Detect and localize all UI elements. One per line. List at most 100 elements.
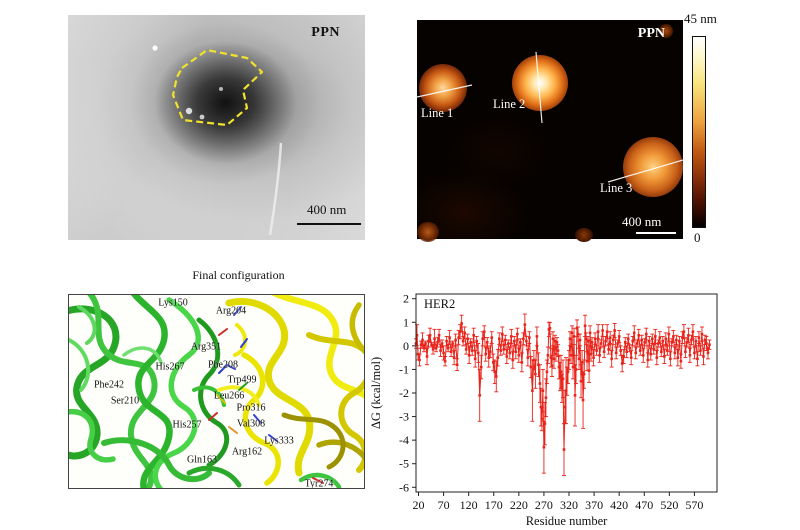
data-marker: [525, 339, 528, 343]
data-marker: [643, 341, 647, 344]
data-marker: [595, 349, 598, 352]
y-tick-label: -3: [399, 410, 409, 424]
data-marker: [448, 336, 451, 339]
data-marker: [565, 379, 569, 383]
data-marker: [702, 355, 705, 358]
data-marker: [613, 329, 616, 332]
data-marker: [443, 359, 447, 363]
data-marker: [434, 346, 438, 350]
data-marker: [427, 339, 430, 343]
data-marker: [579, 379, 583, 383]
y-tick-label: -6: [399, 480, 409, 494]
data-marker: [526, 356, 530, 359]
data-marker: [470, 349, 474, 352]
residue-label-arg204: Arg204: [215, 305, 247, 317]
y-tick-label: -1: [399, 362, 409, 376]
data-marker: [469, 341, 472, 344]
chart-series-label: HER2: [424, 297, 455, 311]
bright-speck: [199, 114, 205, 120]
data-marker: [419, 343, 423, 346]
data-marker: [690, 338, 693, 342]
y-tick-label: -2: [399, 386, 409, 400]
data-marker: [476, 351, 480, 355]
bright-speck: [219, 87, 223, 91]
data-marker: [705, 342, 708, 345]
data-marker: [574, 368, 578, 371]
data-marker: [416, 352, 420, 356]
green-protein-ribbons: [69, 295, 242, 488]
afm-faint-particle: [659, 24, 673, 38]
data-marker: [658, 336, 662, 339]
afm-particle-3: [623, 137, 683, 197]
data-marker: [418, 358, 421, 362]
data-marker: [494, 375, 498, 378]
data-marker: [566, 370, 570, 374]
data-marker: [478, 394, 482, 397]
data-marker: [553, 339, 557, 343]
data-marker: [569, 353, 573, 357]
data-marker: [540, 417, 544, 421]
residue-label-ser210: Ser210: [110, 395, 140, 407]
data-marker: [449, 350, 453, 354]
data-marker: [635, 342, 639, 345]
data-marker: [437, 333, 441, 337]
residue-label-arg162: Arg162: [231, 446, 263, 458]
x-tick-label: 370: [585, 498, 603, 512]
x-tick-label: 520: [660, 498, 678, 512]
data-marker: [619, 349, 622, 352]
data-marker: [576, 332, 580, 336]
data-marker: [647, 339, 651, 343]
data-marker: [454, 338, 457, 342]
data-marker: [425, 355, 429, 358]
data-marker: [644, 332, 648, 336]
data-marker: [558, 375, 562, 378]
data-marker: [607, 348, 610, 351]
y-axis-title: ΔG (kcal/mol): [370, 357, 383, 429]
residue-label-trp499: Trp499: [227, 374, 257, 386]
data-marker: [451, 342, 454, 345]
line-3-label: Line 3: [600, 181, 633, 195]
protein-complex-rendering: [69, 295, 364, 488]
data-marker: [464, 348, 468, 351]
data-marker: [703, 338, 707, 342]
data-marker: [528, 336, 531, 339]
tem-annotations: [152, 45, 283, 236]
data-marker: [481, 337, 485, 341]
data-marker: [415, 333, 419, 337]
data-marker: [681, 336, 684, 339]
data-marker: [679, 359, 683, 363]
data-marker: [589, 352, 593, 356]
residue-label-tyr274: Tyr274: [304, 478, 334, 489]
data-marker: [490, 336, 494, 339]
x-tick-label: 420: [610, 498, 628, 512]
bright-speck: [152, 45, 158, 51]
data-marker: [577, 357, 581, 361]
data-marker: [455, 363, 459, 367]
data-marker: [461, 339, 465, 343]
y-tick-label: 1: [403, 315, 409, 329]
data-marker: [537, 363, 540, 367]
data-marker: [634, 351, 638, 355]
afm-scale-bar: [636, 232, 676, 234]
data-marker: [663, 355, 666, 358]
data-marker: [626, 337, 630, 341]
data-marker: [592, 356, 595, 359]
data-marker: [675, 338, 678, 342]
data-marker: [638, 349, 642, 352]
afm-height-colorbar: [692, 36, 706, 228]
data-marker: [499, 349, 503, 352]
afm-scale-bar-label: 400 nm: [622, 214, 662, 229]
data-marker: [485, 341, 489, 344]
x-tick-label: 70: [438, 498, 450, 512]
data-marker: [571, 365, 575, 369]
data-marker: [554, 352, 558, 356]
data-marker: [452, 356, 456, 359]
data-marker: [546, 353, 550, 357]
interface-stick-residues: [208, 306, 324, 484]
section-line-1: [417, 84, 473, 98]
data-marker: [538, 382, 542, 385]
data-marker: [602, 350, 606, 354]
data-marker: [598, 353, 601, 357]
data-marker: [508, 351, 512, 355]
